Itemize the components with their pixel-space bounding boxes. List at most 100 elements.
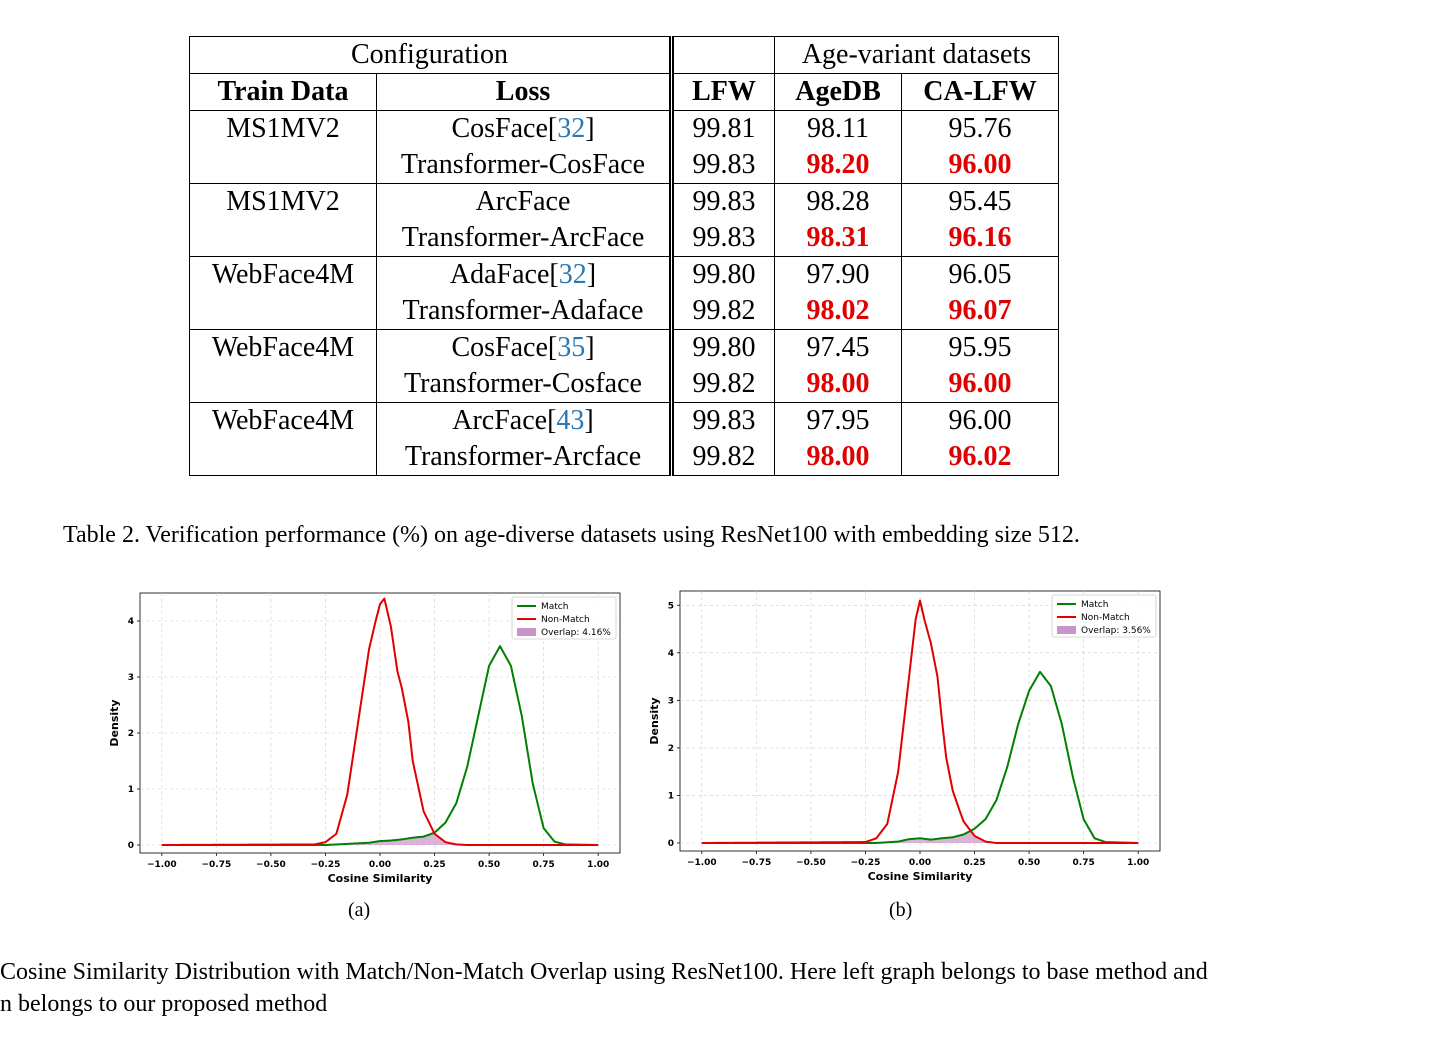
cell-ca-lfw-value: 96.05 <box>948 259 1012 290</box>
cell-loss: ArcFace[43] <box>376 402 674 439</box>
cell-ca-lfw: 96.05 <box>901 256 1059 293</box>
cell-train-data-value: MS1MV2 <box>226 113 340 144</box>
cell-ca-lfw-value: 95.95 <box>948 332 1012 363</box>
table-row: MS1MV2 ArcFace 99.83 98.28 95.45 <box>189 183 1059 220</box>
y-tick-label: 3 <box>128 673 134 683</box>
cell-loss-value: AdaFace <box>449 259 550 290</box>
cell-agedb-value: 98.02 <box>806 295 870 326</box>
cell-agedb: 97.90 <box>774 256 902 293</box>
y-tick-label: 2 <box>668 744 674 754</box>
legend-box <box>511 596 617 640</box>
x-tick-label: −1.00 <box>147 860 177 870</box>
col-header-agedb: AgeDB <box>774 73 902 111</box>
cell-loss: Transformer-Cosface <box>376 366 674 403</box>
y-tick-label: 4 <box>128 617 134 627</box>
citation-bracket-close: ] <box>585 113 595 144</box>
legend-label-overlap: Overlap: 4.16% <box>541 628 611 638</box>
cell-loss: Transformer-CosFace <box>376 147 674 184</box>
group-header-empty <box>671 36 775 74</box>
x-tick-label: 0.00 <box>909 858 931 868</box>
citation-link[interactable]: 32 <box>558 259 587 290</box>
legend-label: Non-Match <box>1081 613 1130 623</box>
figure-caption-line-1: Cosine Similarity Distribution with Matc… <box>0 959 1208 985</box>
table-row: Transformer-ArcFace 99.83 98.31 96.16 <box>189 220 1059 257</box>
cell-ca-lfw-value: 95.76 <box>948 113 1012 144</box>
cell-train-data: WebFace4M <box>189 256 377 293</box>
cell-lfw: 99.82 <box>671 439 775 476</box>
x-tick-label: 0.00 <box>369 860 391 870</box>
cell-lfw: 99.83 <box>671 220 775 257</box>
x-tick-label: −0.25 <box>851 858 881 868</box>
subfigure-label-b: (b) <box>889 899 913 921</box>
cell-agedb-value: 97.90 <box>806 259 870 290</box>
cell-loss-value: CosFace <box>451 332 548 363</box>
results-table: Configuration Age-variant datasets Train… <box>189 36 1059 476</box>
y-axis-label: Density <box>648 697 661 744</box>
cell-agedb-value: 98.31 <box>806 222 870 253</box>
cell-train-data: MS1MV2 <box>189 110 377 147</box>
cell-loss: CosFace[35] <box>376 329 674 366</box>
cell-lfw: 99.80 <box>671 329 775 366</box>
cell-lfw: 99.82 <box>671 293 775 330</box>
x-tick-label: −0.50 <box>256 860 286 870</box>
legend-box <box>1051 594 1157 638</box>
series-line-non-match <box>161 597 599 846</box>
cell-agedb: 97.45 <box>774 329 902 366</box>
series-line-non-match <box>701 599 1139 844</box>
group-header-age-variant: Age-variant datasets <box>774 36 1059 74</box>
col-header-loss: Loss <box>376 73 674 111</box>
cell-ca-lfw: 96.16 <box>901 220 1059 257</box>
citation-link[interactable]: 35 <box>557 332 586 363</box>
legend-label: Match <box>1081 600 1108 610</box>
cell-loss: CosFace[32] <box>376 110 674 147</box>
x-axis-label: Cosine Similarity <box>328 872 433 885</box>
cell-agedb-value: 97.95 <box>806 405 870 436</box>
y-tick-label: 0 <box>128 841 134 851</box>
cell-loss: Transformer-Adaface <box>376 293 674 330</box>
cell-agedb-value: 98.00 <box>806 368 870 399</box>
cell-loss-value: Transformer-Arcface <box>404 441 642 472</box>
cell-lfw-value: 99.80 <box>692 259 756 290</box>
x-axis-label: Cosine Similarity <box>868 870 973 883</box>
cell-loss: Transformer-ArcFace <box>376 220 674 257</box>
cell-lfw-value: 99.82 <box>692 441 756 472</box>
x-tick-label: 1.00 <box>587 860 609 870</box>
cell-loss-value: Transformer-Cosface <box>404 368 642 399</box>
cell-lfw: 99.83 <box>671 183 775 220</box>
citation-bracket-close: ] <box>585 332 595 363</box>
overlap-area <box>701 831 1139 843</box>
x-tick-label: −0.50 <box>796 858 826 868</box>
cell-ca-lfw: 96.02 <box>901 439 1059 476</box>
cell-train-data <box>189 220 377 257</box>
cell-train-data-value: WebFace4M <box>211 332 355 363</box>
cell-loss-value: ArcFace <box>475 186 571 217</box>
group-header-configuration: Configuration <box>189 36 674 74</box>
cell-ca-lfw-value: 95.45 <box>948 186 1012 217</box>
cell-ca-lfw-value: 96.00 <box>948 405 1012 436</box>
cell-ca-lfw: 96.00 <box>901 147 1059 184</box>
cell-loss: ArcFace <box>376 183 674 220</box>
cell-ca-lfw: 95.95 <box>901 329 1059 366</box>
cell-agedb-value: 97.45 <box>806 332 870 363</box>
cell-agedb-value: 98.28 <box>806 186 870 217</box>
table-caption: Table 2. Verification performance (%) on… <box>63 522 1080 548</box>
cell-lfw: 99.80 <box>671 256 775 293</box>
cell-train-data <box>189 366 377 403</box>
citation-link[interactable]: 43 <box>556 405 585 436</box>
citation-link[interactable]: 32 <box>557 113 586 144</box>
cell-agedb-value: 98.20 <box>806 149 870 180</box>
cell-agedb: 98.02 <box>774 293 902 330</box>
citation-bracket-close: ] <box>584 405 594 436</box>
y-tick-label: 2 <box>128 729 134 739</box>
cell-ca-lfw: 96.07 <box>901 293 1059 330</box>
cell-train-data: WebFace4M <box>189 329 377 366</box>
legend-label: Match <box>541 602 568 612</box>
cell-train-data-value: WebFace4M <box>211 405 355 436</box>
cell-ca-lfw: 96.00 <box>901 402 1059 439</box>
citation-bracket-open: [ <box>549 259 559 290</box>
density-plot-b: −1.00 −0.75 −0.50 −0.25 0.00 0.25 0.50 0.75 1.00… <box>640 583 1170 888</box>
table-row: Transformer-Cosface 99.82 98.00 96.00 <box>189 366 1059 403</box>
cell-ca-lfw-value: 96.00 <box>948 368 1012 399</box>
legend-label: Non-Match <box>541 615 590 625</box>
x-tick-label: 0.75 <box>1073 858 1095 868</box>
